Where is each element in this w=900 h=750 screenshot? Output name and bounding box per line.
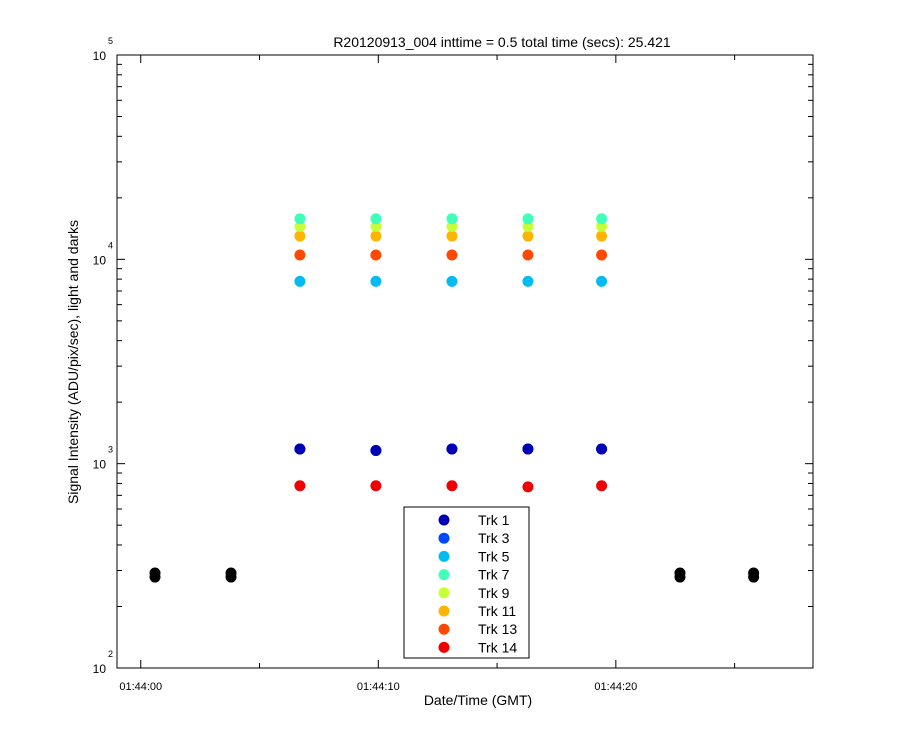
point-trk-7 [294,213,306,225]
y-axis-label: Signal Intensity (ADU/pix/sec), light an… [65,220,81,504]
legend-marker [438,550,450,562]
point-trk-14 [294,480,306,492]
point-trk-1 [294,443,306,455]
point-trk-1 [596,443,608,455]
dark-point [674,571,686,583]
y-tick-exponent: 3 [108,445,113,455]
y-tick-label: 10 [93,662,107,676]
y-tick-exponent: 2 [108,649,113,659]
legend-label: Trk 13 [478,621,517,637]
point-trk-9 [446,220,458,232]
y-tick-label: 10 [93,49,107,63]
point-trk-11 [370,230,382,242]
x-tick-label: 01:44:10 [357,681,400,693]
point-trk-14 [596,480,608,492]
legend-marker [438,514,450,526]
point-trk-9 [294,220,306,232]
legend-marker [438,623,450,635]
point-trk-11 [446,230,458,242]
point-trk-1 [370,444,382,456]
point-trk-13 [596,249,608,261]
legend-label: Trk 5 [478,548,510,564]
y-tick-label: 10 [93,253,107,267]
legend-label: Trk 7 [478,567,510,583]
legend: Trk 1 Trk 3 Trk 5 Trk 7 Trk 9 Trk 11 Trk 13 Trk… [403,506,530,659]
legend-marker [438,641,450,653]
legend-box [403,506,530,659]
point-trk-7 [446,213,458,225]
y-tick-label: 10 [93,458,107,472]
point-trk-11 [522,230,534,242]
point-trk-5 [446,275,458,287]
point-trk-9 [522,220,534,232]
point-trk-1 [446,443,458,455]
point-trk-5 [596,275,608,287]
y-tick-exponent: 4 [108,240,113,250]
point-trk-11 [294,230,306,242]
legend-label: Trk 11 [478,603,516,619]
legend-label: Trk 3 [478,530,510,546]
chart-title: R20120913_004 inttime = 0.5 total time (… [333,34,671,50]
x-axis-label: Date/Time (GMT) [424,692,532,708]
point-trk-7 [596,213,608,225]
point-trk-14 [522,481,534,493]
point-trk-9 [596,220,608,232]
point-trk-5 [522,275,534,287]
legend-label: Trk 14 [478,639,517,655]
point-trk-5 [294,275,306,287]
point-trk-13 [370,249,382,261]
point-trk-14 [446,480,458,492]
legend-items: Trk 1 Trk 3 Trk 5 Trk 7 Trk 9 Trk 11 Trk 13 Trk… [438,512,517,655]
point-trk-14 [370,480,382,492]
legend-marker [438,605,450,617]
legend-marker [438,532,450,544]
point-trk-7 [522,213,534,225]
dark-point [149,571,161,583]
legend-label: Trk 1 [478,512,510,528]
x-tick-label: 01:44:00 [119,681,162,693]
point-trk-13 [294,249,306,261]
legend-label: Trk 9 [478,585,510,601]
point-trk-13 [522,249,534,261]
y-tick-exponent: 5 [108,36,113,46]
point-trk-9 [370,220,382,232]
legend-marker [438,569,450,581]
point-trk-1 [522,443,534,455]
point-trk-11 [596,230,608,242]
x-tick-label: 01:44:20 [594,681,637,693]
point-trk-7 [370,213,382,225]
point-trk-13 [446,249,458,261]
data-marks [149,213,760,583]
legend-marker [438,587,450,599]
dark-point [748,571,760,583]
dark-point [225,571,237,583]
point-trk-5 [370,275,382,287]
